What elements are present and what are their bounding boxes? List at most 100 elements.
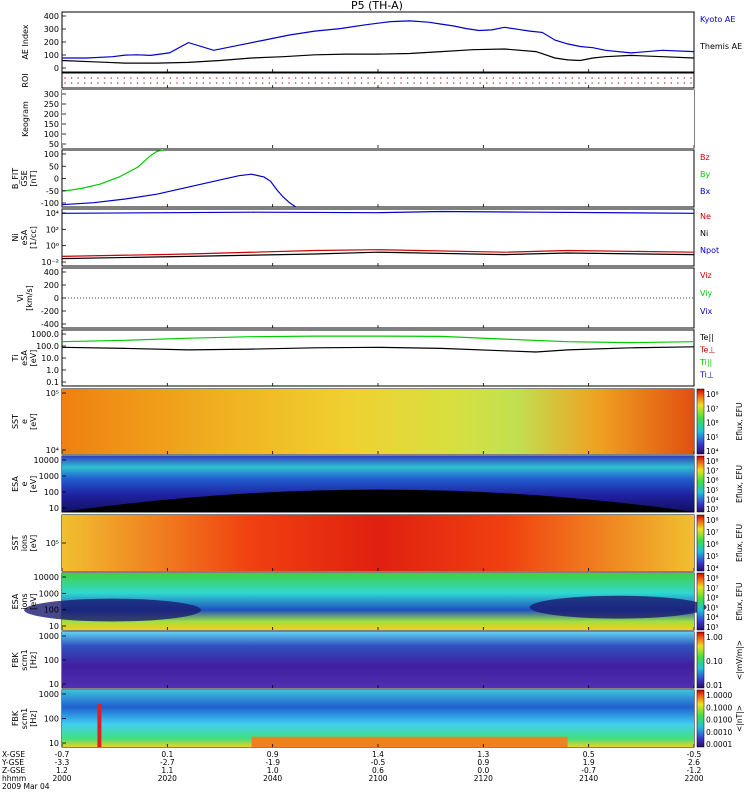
roi-flag [116,77,119,79]
colorbar-tick-fbk_b: 0.10 [706,657,723,666]
legend-velocity-vix: Vix [700,307,713,316]
roi-flag [518,82,521,84]
ephem-value: 2120 [474,774,493,783]
ytick-label-bfield: 50 [49,162,59,171]
roi-flag [360,77,363,79]
roi-flag [479,82,481,84]
ylabel-temperature: [eV] [29,350,38,367]
roi-flag [195,77,198,79]
heatmap-backgrounds [24,77,707,747]
roi-flag [413,82,416,84]
roi-flag [321,82,323,84]
ytick-label-esa_e: 100 [44,488,59,497]
roi-flag [156,82,159,84]
ephem-value: -0.5 [687,750,702,759]
legend-ae-themisae: Themis AE [699,42,742,51]
ytick-label-keogram: 250 [44,100,59,109]
panel-frame-bfield [61,149,695,208]
roi-flag [690,82,692,84]
roi-flag [459,82,462,84]
roi-flag [189,77,191,79]
ephem-label: Y-GSE [1,758,24,767]
roi-flag [215,82,218,84]
ytick-label-velocity: -200 [41,307,59,316]
ytick-label-temperature: 1.0 [46,366,59,375]
roi-flag [367,82,369,84]
roi-flag [650,77,653,79]
colorbar-tick-esa_i: 10⁵ [706,603,719,612]
esa-i-low-right [529,595,707,619]
ylabel-esa_i: [eV] [29,593,38,610]
roi-flag [209,77,211,79]
ytick-label-keogram: 150 [44,120,59,129]
roi-flag [228,82,231,84]
roi-flag [215,77,218,79]
legend-bfield-by: By [700,170,710,179]
ephem-value: 2140 [579,774,598,783]
roi-flag [485,82,488,84]
ytick-label-bfield: 100 [44,150,59,159]
roi-flag [83,77,86,79]
roi-flag [565,77,567,79]
ephem-value: 1.3 [477,750,489,759]
roi-flag [472,77,475,79]
roi-flag [136,77,139,79]
colorbar-tick-esa_i: 10⁸ [706,574,719,583]
roi-flag [255,82,257,84]
roi-flag [169,77,172,79]
roi-flag [347,77,350,79]
colorbar-tick-esa_i: 10³ [706,623,719,632]
ephem-value: -0.7 [55,750,70,759]
roi-flag [97,77,99,79]
roi-flag [591,77,593,79]
colorbar-fbk_e [696,689,705,748]
roi-flag [189,82,191,84]
roi-flag [222,77,224,79]
roi-flag [70,77,73,79]
ylabel-density: Ni [11,233,20,241]
roi-flag [532,77,534,79]
fbk-e-spike [97,704,102,747]
roi-flag [314,77,317,79]
ytick-label-ae: 0 [54,64,59,73]
ephem-value: 0.9 [267,750,279,759]
ytick-label-keogram: 50 [49,140,59,149]
ytick-label-temperature: 1000.0 [31,330,59,339]
roi-flag [485,77,488,79]
ylabel-sst_i: SST [11,535,20,550]
ytick-label-velocity: -400 [41,320,59,329]
roi-flag [426,77,429,79]
ylabel-ae: AE Index [21,24,30,59]
roi-flag [413,77,416,79]
roi-flag [558,82,561,84]
fbk-e-band [251,736,568,747]
ylabel-fbk_e: [Hz] [29,710,38,726]
ytick-label-keogram: 300 [44,90,59,99]
roi-flag [677,82,679,84]
roi-flag [492,77,495,79]
roi-flag [499,82,501,84]
roi-flag [281,77,284,79]
colorbar-tick-fbk_e: 1.0000 [706,691,732,700]
roi-flag [176,82,178,84]
ytick-label-density: 10⁰ [46,242,59,251]
roi-flag [452,77,455,79]
roi-flag [650,82,653,84]
roi-flag [571,77,574,79]
colorbar-tick-sst_e: 10⁷ [706,404,719,413]
roi-flag [466,82,468,84]
ytick-label-bfield: -100 [41,199,59,208]
roi-flag [334,77,336,79]
legend-layer: Kyoto AE Themis AE Bz By Bx Ne Ni Npot Viz Viy Vix… [696,15,744,749]
ephem-value: -0.7 [581,766,596,775]
ytick-label-temperature: 0.1 [46,378,59,387]
roi-flag [110,77,112,79]
roi-flag [347,82,350,84]
series-layer [61,20,695,353]
roi-flag [136,82,139,84]
roi-flag [393,77,396,79]
ylabel-fbk_e: FBK [11,710,20,726]
series-density-npot [61,210,695,214]
roi-flag [578,82,580,84]
